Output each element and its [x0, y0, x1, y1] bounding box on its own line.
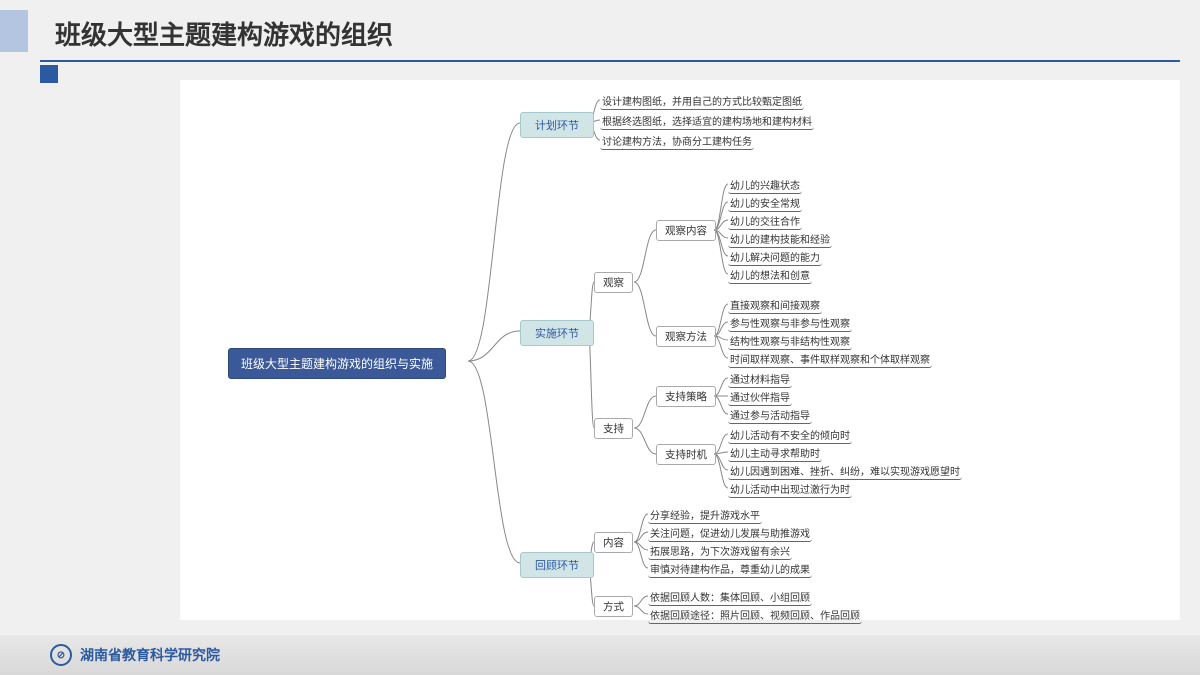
plan-leaf-0: 设计建构图纸，并用自己的方式比较甄定图纸	[600, 92, 804, 110]
footer-text: 湖南省教育科学研究院	[80, 645, 220, 665]
sup_strategy: 支持策略	[656, 386, 716, 407]
sup-strategy-leaf-1: 通过伙伴指导	[728, 388, 792, 406]
obs-content-leaf-4: 幼儿解决问题的能力	[728, 248, 822, 266]
root-node: 班级大型主题建构游戏的组织与实施	[228, 348, 446, 379]
obs-method-leaf-1: 参与性观察与非参与性观察	[728, 314, 852, 332]
rev-content-leaf-0: 分享经验，提升游戏水平	[648, 506, 762, 524]
page-title: 班级大型主题建构游戏的组织	[55, 15, 393, 52]
footer-logo-icon: ⊘	[50, 644, 72, 666]
impl-observe: 观察	[594, 272, 633, 293]
level1-review: 回顾环节	[520, 552, 594, 578]
rev-content-leaf-3: 审慎对待建构作品，尊重幼儿的成果	[648, 560, 812, 578]
impl-support: 支持	[594, 418, 633, 439]
mindmap-canvas: 班级大型主题建构游戏的组织与实施 计划环节实施环节回顾环节 设计建构图纸，并用自己的…	[180, 80, 1180, 620]
obs-method-leaf-3: 时间取样观察、事件取样观察和个体取样观察	[728, 350, 932, 368]
sup_timing: 支持时机	[656, 444, 716, 465]
footer: ⊘ 湖南省教育科学研究院	[0, 635, 1200, 675]
sup-timing-leaf-2: 幼儿因遇到困难、挫折、纠纷，难以实现游戏愿望时	[728, 462, 962, 480]
level1-plan: 计划环节	[520, 112, 594, 138]
obs_content: 观察内容	[656, 220, 716, 241]
rev-method-leaf-1: 依据回顾途径：照片回顾、视频回顾、作品回顾	[648, 606, 862, 624]
obs-content-leaf-3: 幼儿的建构技能和经验	[728, 230, 832, 248]
title-accent	[0, 10, 28, 52]
sup-timing-leaf-1: 幼儿主动寻求帮助时	[728, 444, 822, 462]
sup-timing-leaf-0: 幼儿活动有不安全的倾向时	[728, 426, 852, 444]
obs-content-leaf-0: 幼儿的兴趣状态	[728, 176, 802, 194]
sup-strategy-leaf-0: 通过材料指导	[728, 370, 792, 388]
plan-leaf-1: 根据终选图纸，选择适宜的建构场地和建构材料	[600, 112, 814, 130]
sup-timing-leaf-3: 幼儿活动中出现过激行为时	[728, 480, 852, 498]
rev-method-leaf-0: 依据回顾人数：集体回顾、小组回顾	[648, 588, 812, 606]
obs-content-leaf-5: 幼儿的想法和创意	[728, 266, 812, 284]
obs-content-leaf-1: 幼儿的安全常规	[728, 194, 802, 212]
review-rev_content: 内容	[594, 532, 633, 553]
obs_method: 观察方法	[656, 326, 716, 347]
obs-method-leaf-0: 直接观察和间接观察	[728, 296, 822, 314]
obs-method-leaf-2: 结构性观察与非结构性观察	[728, 332, 852, 350]
title-block	[40, 65, 58, 83]
plan-leaf-2: 讨论建构方法，协商分工建构任务	[600, 132, 754, 150]
rev-content-leaf-1: 关注问题，促进幼儿发展与助推游戏	[648, 524, 812, 542]
sup-strategy-leaf-2: 通过参与活动指导	[728, 406, 812, 424]
title-underline	[40, 60, 1180, 62]
level1-impl: 实施环节	[520, 320, 594, 346]
obs-content-leaf-2: 幼儿的交往合作	[728, 212, 802, 230]
rev-content-leaf-2: 拓展思路，为下次游戏留有余兴	[648, 542, 792, 560]
review-rev_method: 方式	[594, 596, 633, 617]
